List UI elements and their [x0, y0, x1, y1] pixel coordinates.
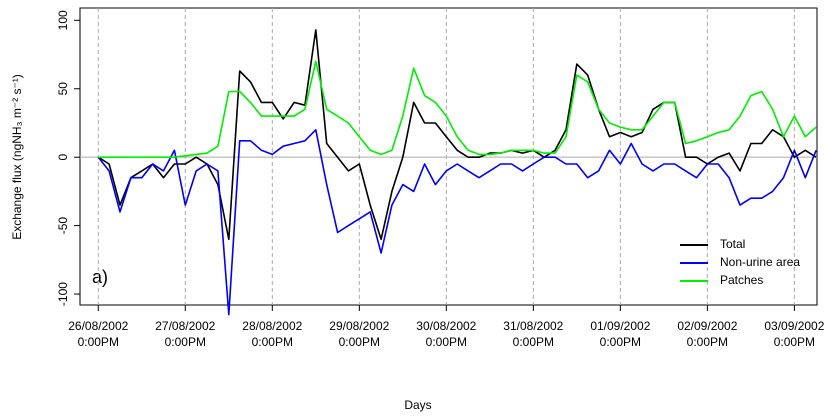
y-tick-label: 100 [56, 10, 70, 30]
y-tick-label: -100 [56, 282, 70, 306]
x-tick-label: 31/08/2002 0:00PM [503, 319, 563, 349]
x-tick-label: 29/08/2002 0:00PM [329, 319, 389, 349]
x-tick-label: 28/08/2002 0:00PM [242, 319, 302, 349]
x-tick-label: 01/09/2002 0:00PM [590, 319, 650, 349]
y-tick-label: -50 [56, 217, 70, 235]
plot-frame [79, 7, 818, 306]
series-line [97, 29, 817, 241]
x-tick-label: 03/09/2002 0:00PM [764, 319, 824, 349]
y-axis-label: Exchange flux (ngNH₃ m⁻² s⁻¹) [10, 74, 24, 240]
legend-label: Total [720, 237, 745, 251]
x-tick-label: 30/08/2002 0:00PM [416, 319, 476, 349]
y-tick-label: 50 [56, 82, 70, 96]
x-axis-label: Days [404, 398, 431, 412]
legend-label: Patches [720, 273, 763, 287]
panel-label: a) [92, 267, 108, 287]
x-tick-label: 26/08/2002 0:00PM [68, 319, 128, 349]
legend-label: Non-urine area [720, 255, 800, 269]
x-tick-label: 02/09/2002 0:00PM [677, 319, 737, 349]
series-line [98, 60, 817, 158]
x-tick-label: 27/08/2002 0:00PM [155, 319, 215, 349]
series-line [97, 129, 817, 316]
legend: Total Non-urine area Patches [680, 237, 800, 287]
y-tick-label: 0 [56, 154, 70, 161]
